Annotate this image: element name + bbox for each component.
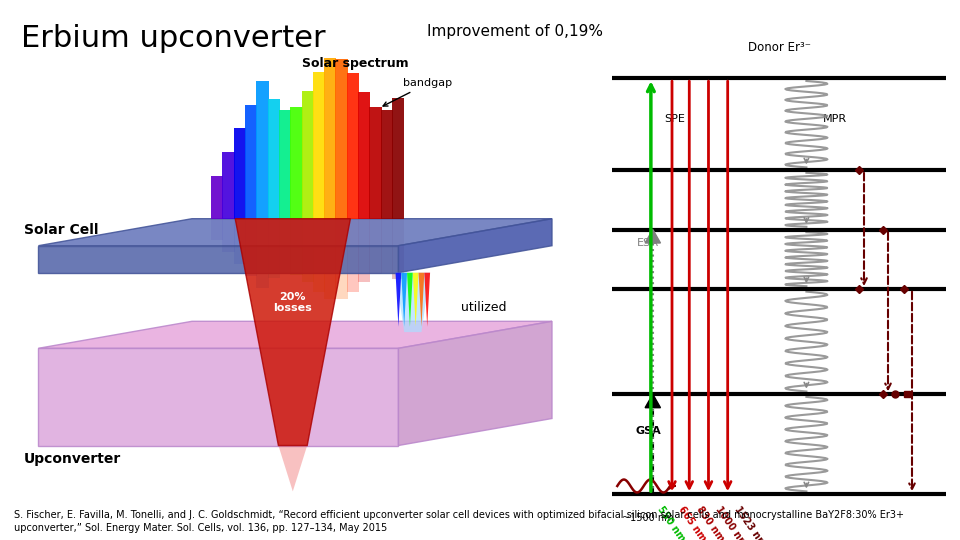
- Text: Solar Cell: Solar Cell: [24, 222, 99, 237]
- Polygon shape: [324, 219, 336, 299]
- Polygon shape: [279, 219, 291, 273]
- Polygon shape: [324, 58, 336, 219]
- Polygon shape: [313, 219, 325, 292]
- Text: GSA: GSA: [636, 426, 660, 436]
- Polygon shape: [358, 92, 371, 219]
- Polygon shape: [301, 219, 314, 282]
- Polygon shape: [268, 219, 280, 279]
- Polygon shape: [234, 219, 246, 264]
- Text: MPR: MPR: [823, 114, 848, 124]
- Polygon shape: [419, 273, 424, 327]
- Polygon shape: [370, 219, 381, 274]
- Polygon shape: [645, 230, 660, 243]
- Polygon shape: [223, 219, 235, 252]
- Polygon shape: [223, 152, 235, 219]
- Polygon shape: [38, 321, 552, 348]
- Polygon shape: [278, 446, 307, 491]
- Polygon shape: [392, 219, 404, 279]
- Polygon shape: [313, 71, 325, 219]
- Polygon shape: [401, 273, 407, 327]
- Polygon shape: [279, 110, 291, 219]
- Polygon shape: [380, 110, 393, 219]
- Polygon shape: [256, 219, 269, 287]
- Polygon shape: [424, 273, 430, 327]
- Polygon shape: [245, 105, 257, 219]
- Text: SPE: SPE: [664, 114, 685, 124]
- Polygon shape: [245, 219, 257, 276]
- Text: 830 nm: 830 nm: [694, 505, 726, 540]
- Polygon shape: [396, 273, 430, 332]
- Polygon shape: [370, 107, 381, 219]
- Text: 1000 nm: 1000 nm: [713, 505, 749, 540]
- Text: 665 nm: 665 nm: [677, 505, 708, 540]
- Polygon shape: [396, 273, 401, 327]
- Polygon shape: [211, 176, 224, 219]
- Polygon shape: [256, 81, 269, 219]
- Text: ESA: ESA: [637, 238, 659, 248]
- Polygon shape: [347, 219, 359, 292]
- Polygon shape: [211, 219, 224, 240]
- Polygon shape: [234, 128, 246, 219]
- Text: 20%
losses: 20% losses: [274, 292, 312, 313]
- Polygon shape: [38, 348, 398, 446]
- Polygon shape: [347, 72, 359, 219]
- Polygon shape: [398, 321, 552, 446]
- Polygon shape: [301, 91, 314, 219]
- Polygon shape: [380, 219, 393, 273]
- Polygon shape: [335, 59, 348, 219]
- Text: upconverter,” Sol. Energy Mater. Sol. Cells, vol. 136, pp. 127–134, May 2015: upconverter,” Sol. Energy Mater. Sol. Ce…: [14, 523, 388, 533]
- Polygon shape: [290, 107, 302, 219]
- Polygon shape: [268, 99, 280, 219]
- Polygon shape: [38, 219, 552, 246]
- Polygon shape: [398, 219, 552, 273]
- Text: S. Fischer, E. Favilla, M. Tonelli, and J. C. Goldschmidt, “Record efficient upc: S. Fischer, E. Favilla, M. Tonelli, and …: [14, 510, 904, 521]
- Text: 550 nm: 550 nm: [656, 505, 687, 540]
- Text: Improvement of 0,19%: Improvement of 0,19%: [427, 24, 603, 39]
- Text: Solar spectrum: Solar spectrum: [301, 57, 409, 70]
- Text: Upconverter: Upconverter: [24, 452, 121, 466]
- Polygon shape: [290, 219, 302, 275]
- Text: Donor Er³⁻: Donor Er³⁻: [748, 41, 810, 54]
- Text: utilized: utilized: [461, 301, 506, 314]
- Polygon shape: [407, 273, 413, 327]
- Polygon shape: [392, 98, 404, 219]
- Text: bandgap: bandgap: [383, 78, 452, 106]
- Text: Erbium upconverter: Erbium upconverter: [21, 24, 325, 53]
- Polygon shape: [38, 246, 398, 273]
- Polygon shape: [335, 219, 348, 299]
- Polygon shape: [413, 273, 419, 327]
- Text: 1523 nm: 1523 nm: [732, 505, 768, 540]
- Polygon shape: [235, 219, 350, 446]
- Polygon shape: [645, 394, 660, 408]
- Polygon shape: [358, 219, 371, 282]
- Text: ~1500 nm: ~1500 nm: [622, 513, 674, 523]
